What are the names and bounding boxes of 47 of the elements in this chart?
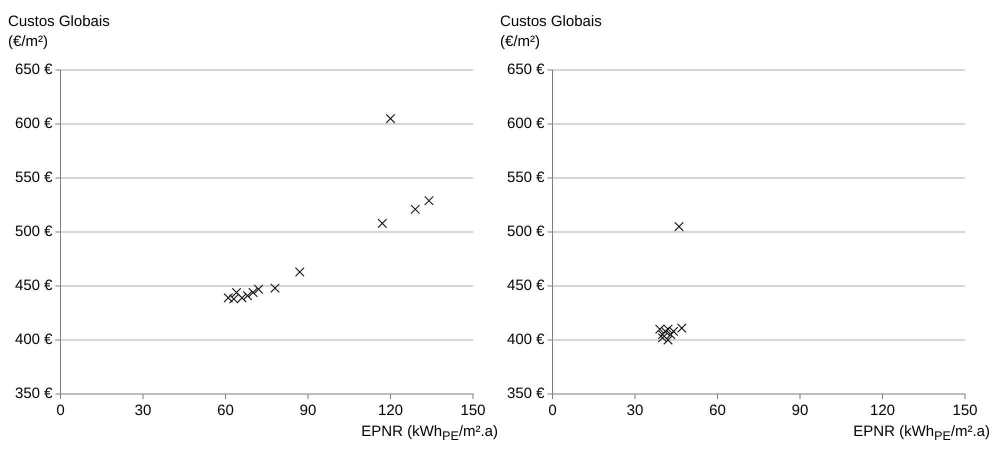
y-tick-label: 450 €: [506, 277, 546, 294]
x-axis-title: EPNR (kWh$_{PE}$/m².a): [361, 423, 498, 445]
point: [224, 293, 234, 303]
y-tick-label: 500 €: [506, 223, 546, 240]
point: [424, 196, 434, 206]
y-tick-label: 500 €: [14, 223, 54, 240]
y-tick-label: 650 €: [506, 61, 546, 78]
point: [378, 218, 387, 228]
y-axis-title: Custos Globais (€/m²): [8, 12, 110, 52]
y-tick-label: 550 €: [14, 169, 54, 186]
point: [295, 267, 305, 277]
point: [229, 294, 239, 304]
x-tick-label: 150: [952, 402, 978, 420]
point: [270, 283, 280, 293]
y-tick-label: 650 €: [14, 61, 54, 78]
y-tick-label: 400 €: [14, 331, 54, 348]
x-axis-title: EPNR (kWh$_{PE}$/m².a): [853, 423, 990, 445]
x-tick-label: 60: [217, 402, 234, 420]
x-tick-label: 30: [626, 402, 644, 420]
y-tick-label: 600 €: [14, 115, 54, 132]
y-tick-label: 350 €: [14, 385, 54, 402]
point: [254, 284, 264, 294]
x-tick-label: 60: [709, 402, 726, 420]
point: [410, 204, 420, 214]
point: [666, 330, 676, 340]
x-tick-label: 90: [792, 402, 808, 420]
point: [674, 222, 684, 232]
x-tick-label: 120: [870, 402, 896, 420]
y-axis-title: Custos Globais (€/m²): [500, 12, 602, 52]
point: [677, 323, 687, 333]
x-tick-label: 30: [134, 402, 152, 420]
y-tick-label: 450 €: [14, 277, 54, 294]
y-tick-label: 350 €: [506, 385, 546, 402]
y-tick-label: 550 €: [506, 169, 546, 186]
y-tick-label: 400 €: [506, 331, 546, 348]
x-tick-label: 120: [378, 402, 404, 420]
x-tick-label: 150: [460, 402, 486, 420]
x-tick-label: 90: [300, 402, 316, 420]
point: [386, 114, 396, 124]
y-tick-label: 600 €: [506, 115, 546, 132]
point: [232, 288, 242, 298]
point: [237, 293, 247, 303]
point: [248, 288, 258, 298]
x-tick-label: 0: [548, 402, 557, 420]
x-tick-label: 0: [56, 402, 65, 420]
point: [668, 326, 678, 336]
point: [242, 290, 252, 300]
